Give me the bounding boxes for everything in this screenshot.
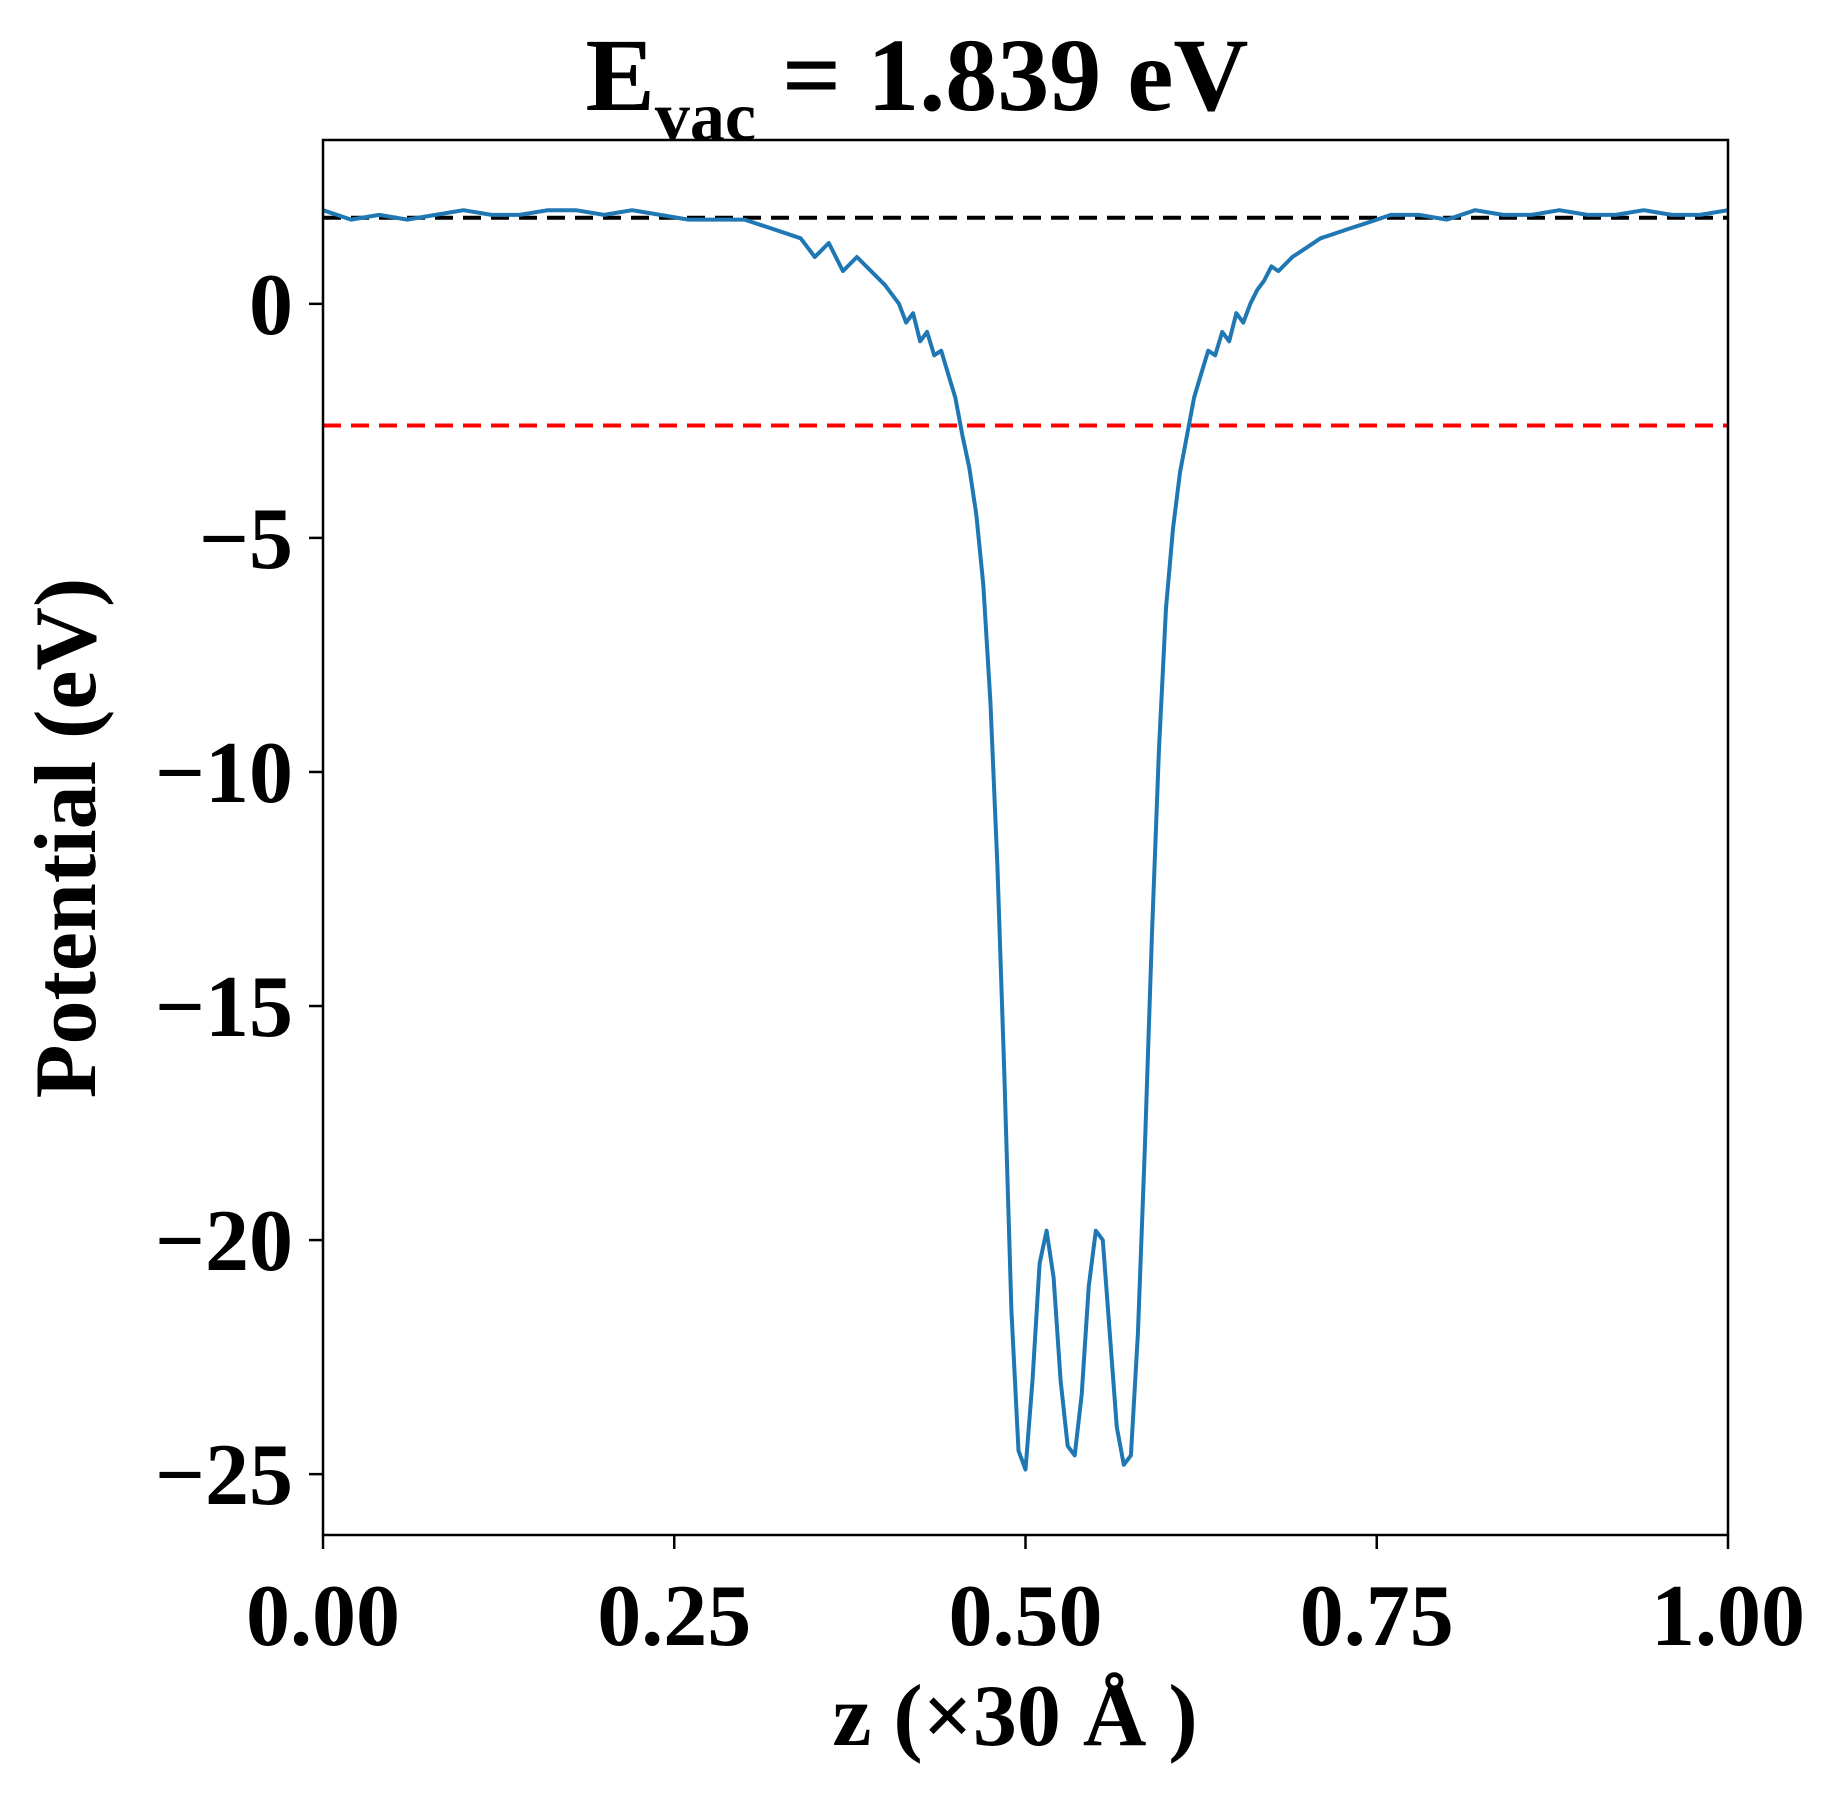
title-value: = 1.839 eV bbox=[756, 18, 1249, 133]
axes: 0.00 0.25 0.50 0.75 1.00 0 −5 −10 −15 −20 −25 bbox=[155, 138, 1805, 1665]
y-tick-label: −25 bbox=[155, 1427, 293, 1524]
title-subscript: vac bbox=[655, 79, 756, 156]
y-axis-label: Potential (eV) bbox=[18, 578, 115, 1098]
plot-frame bbox=[321, 138, 1730, 1537]
y-tick-label: −10 bbox=[155, 725, 293, 822]
y-tick-label: −15 bbox=[155, 959, 293, 1056]
y-tick-label: −20 bbox=[155, 1193, 293, 1290]
x-axis-label: z (×30 Å ) bbox=[832, 1668, 1197, 1765]
plot-area bbox=[322, 208, 1729, 1472]
x-tick-label: 0.75 bbox=[1300, 1568, 1454, 1665]
y-tick-label: −5 bbox=[199, 491, 293, 588]
x-tick-label: 0.25 bbox=[597, 1568, 751, 1665]
x-tick-label: 0.50 bbox=[949, 1568, 1103, 1665]
x-tick-label: 0.00 bbox=[246, 1568, 400, 1665]
y-tick-label: 0 bbox=[249, 257, 293, 354]
chart-title: Evac = 1.839 eV bbox=[586, 18, 1249, 156]
potential-series-line bbox=[322, 208, 1729, 1472]
svg-text:Evac = 1.839 eV: Evac = 1.839 eV bbox=[586, 18, 1249, 156]
title-main: E bbox=[586, 18, 655, 133]
x-tick-label: 1.00 bbox=[1651, 1568, 1805, 1665]
